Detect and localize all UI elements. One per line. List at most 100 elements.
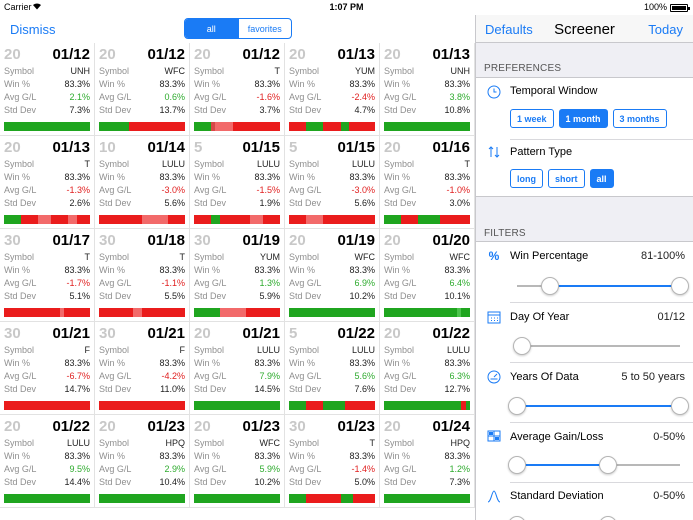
history-segment — [435, 494, 440, 503]
stat-value: 3.8% — [449, 92, 470, 102]
stat-row-avg: Avg G/L -1.4% — [289, 463, 375, 476]
segment-all[interactable]: all — [185, 19, 238, 38]
result-cell[interactable]: 5 01/22 Symbol LULU Win % 83.3% Avg G/L 5.6% Std… — [285, 322, 380, 415]
stat-label: Std Dev — [194, 291, 227, 301]
history-segment — [426, 494, 432, 503]
slider-min-knob[interactable] — [508, 456, 526, 474]
stat-row-symbol: Symbol F — [4, 344, 90, 357]
stat-label: Avg G/L — [194, 92, 227, 102]
cell-header: 20 01/21 — [194, 322, 280, 344]
result-cell[interactable]: 30 01/21 Symbol F Win % 83.3% Avg G/L -4.2% Std … — [95, 322, 190, 415]
slider-min-knob[interactable] — [508, 397, 526, 415]
stat-value: -3.0% — [161, 185, 185, 195]
history-segment — [370, 308, 375, 317]
history-segment — [258, 308, 263, 317]
slider-max-knob[interactable] — [599, 456, 618, 474]
average-gain-loss-slider[interactable] — [508, 455, 680, 475]
history-segment — [297, 215, 302, 224]
stat-row-symbol: Symbol T — [4, 251, 90, 264]
option-long[interactable]: long — [510, 169, 543, 188]
stat-row-symbol: Symbol WFC — [384, 251, 470, 264]
segment-favorites[interactable]: favorites — [237, 19, 292, 38]
history-segment — [448, 401, 453, 410]
stat-label: Symbol — [99, 438, 130, 448]
result-cell[interactable]: 30 01/21 Symbol F Win % 83.3% Avg G/L -6.7% Std … — [0, 322, 95, 415]
pattern-date: 01/24 — [432, 418, 470, 435]
history-segment — [319, 122, 324, 131]
result-cell[interactable]: 20 01/19 Symbol WFC Win % 83.3% Avg G/L 6.9% Std… — [285, 229, 380, 322]
history-segment — [314, 494, 320, 503]
stat-value: WFC — [449, 252, 471, 262]
option-short[interactable]: short — [548, 169, 585, 188]
result-cell[interactable]: 20 01/23 Symbol WFC Win % 83.3% Avg G/L 5.9% Std… — [190, 415, 285, 508]
cell-header: 5 01/22 — [289, 322, 375, 344]
result-cell[interactable]: 20 01/12 Symbol T Win % 83.3% Avg G/L -1.6% Std … — [190, 43, 285, 136]
history-segment — [396, 215, 402, 224]
defaults-button[interactable]: Defaults — [485, 22, 533, 37]
result-cell[interactable]: 20 01/23 Symbol HPQ Win % 83.3% Avg G/L 2.9% Std… — [95, 415, 190, 508]
result-cell[interactable]: 10 01/14 Symbol LULU Win % 83.3% Avg G/L -3.0% S… — [95, 136, 190, 229]
stat-row-win: Win % 83.3% — [384, 171, 470, 184]
result-cell[interactable]: 20 01/12 Symbol WFC Win % 83.3% Avg G/L 0.6% Std… — [95, 43, 190, 136]
years-of-data-slider[interactable] — [508, 396, 689, 416]
option-1-week[interactable]: 1 week — [510, 109, 554, 128]
history-segment — [461, 494, 466, 503]
stat-row-std: Std Dev 5.6% — [289, 197, 375, 210]
result-cell[interactable]: 5 01/15 Symbol LULU Win % 83.3% Avg G/L -1.5% St… — [190, 136, 285, 229]
result-cell[interactable]: 20 01/22 Symbol LULU Win % 83.3% Avg G/L 9.5% St… — [0, 415, 95, 508]
result-cell[interactable]: 20 01/13 Symbol UNH Win % 83.3% Avg G/L 3.8% Std… — [380, 43, 475, 136]
temporal-window-label: Temporal Window — [510, 85, 598, 97]
result-cell[interactable]: 30 01/17 Symbol T Win % 83.3% Avg G/L -1.7% Std … — [0, 229, 95, 322]
history-segment — [129, 122, 134, 131]
slider-max-knob[interactable] — [599, 516, 618, 520]
slider-min-knob[interactable] — [508, 516, 526, 520]
standard-deviation-slider[interactable] — [508, 515, 680, 520]
result-cell[interactable]: 20 01/13 Symbol YUM Win % 83.3% Avg G/L -2.4% St… — [285, 43, 380, 136]
history-segment — [51, 494, 56, 503]
history-segment — [344, 215, 350, 224]
stat-value: 83.3% — [444, 358, 470, 368]
result-cell[interactable]: 20 01/13 Symbol T Win % 83.3% Avg G/L -1.3% Std … — [0, 136, 95, 229]
option-1-month[interactable]: 1 month — [558, 109, 608, 128]
stat-row-win: Win % 83.3% — [99, 450, 185, 463]
slider-max-knob[interactable] — [671, 277, 689, 295]
option-3-months[interactable]: 3 months — [612, 109, 667, 128]
history-segment — [336, 122, 341, 131]
history-segment — [129, 401, 134, 410]
stat-label: Win % — [194, 358, 221, 368]
slider-knob[interactable] — [512, 337, 531, 355]
stat-row-win: Win % 83.3% — [194, 78, 280, 91]
history-segment — [271, 122, 276, 131]
result-cell[interactable]: 20 01/16 Symbol T Win % 83.3% Avg G/L -1.0% Std … — [380, 136, 475, 229]
stat-label: Symbol — [384, 345, 415, 355]
history-segment — [426, 215, 432, 224]
history-segment — [12, 494, 17, 503]
history-segment — [262, 122, 268, 131]
result-cell[interactable]: 30 01/18 Symbol T Win % 83.3% Avg G/L -1.1% Std … — [95, 229, 190, 322]
stat-label: Std Dev — [289, 105, 322, 115]
history-segment — [163, 122, 168, 131]
dismiss-button[interactable]: Dismiss — [10, 22, 56, 37]
result-cell[interactable]: 30 01/19 Symbol YUM Win % 83.3% Avg G/L 1.3% Std… — [190, 229, 285, 322]
slider-min-knob[interactable] — [540, 277, 559, 295]
slider-max-knob[interactable] — [671, 397, 689, 415]
day-of-year-slider[interactable] — [512, 336, 680, 356]
history-segment — [310, 401, 315, 410]
history-segment — [349, 494, 354, 503]
result-cell[interactable]: 30 01/23 Symbol T Win % 83.3% Avg G/L -1.4% Std … — [285, 415, 380, 508]
result-cell[interactable]: 20 01/21 Symbol LULU Win % 83.3% Avg G/L 7.9% St… — [190, 322, 285, 415]
today-button[interactable]: Today — [648, 22, 683, 37]
result-cell[interactable]: 20 01/20 Symbol WFC Win % 83.3% Avg G/L 6.4% Std… — [380, 229, 475, 322]
history-segment — [293, 308, 298, 317]
option-all[interactable]: all — [589, 169, 614, 188]
result-cell[interactable]: 5 01/15 Symbol LULU Win % 83.3% Avg G/L -3.0% St… — [285, 136, 380, 229]
result-cell[interactable]: 20 01/22 Symbol LULU Win % 83.3% Avg G/L 6.3% St… — [380, 322, 475, 415]
win-percentage-slider[interactable] — [517, 276, 689, 296]
history-segment — [42, 401, 47, 410]
history-segment — [297, 308, 302, 317]
pattern-date: 01/19 — [242, 232, 280, 249]
stat-row-std: Std Dev 12.7% — [384, 383, 470, 396]
history-segment — [107, 215, 112, 224]
result-cell[interactable]: 20 01/12 Symbol UNH Win % 83.3% Avg G/L 2.1% Std… — [0, 43, 95, 136]
result-cell[interactable]: 20 01/24 Symbol HPQ Win % 83.3% Avg G/L 1.2% Std… — [380, 415, 475, 508]
